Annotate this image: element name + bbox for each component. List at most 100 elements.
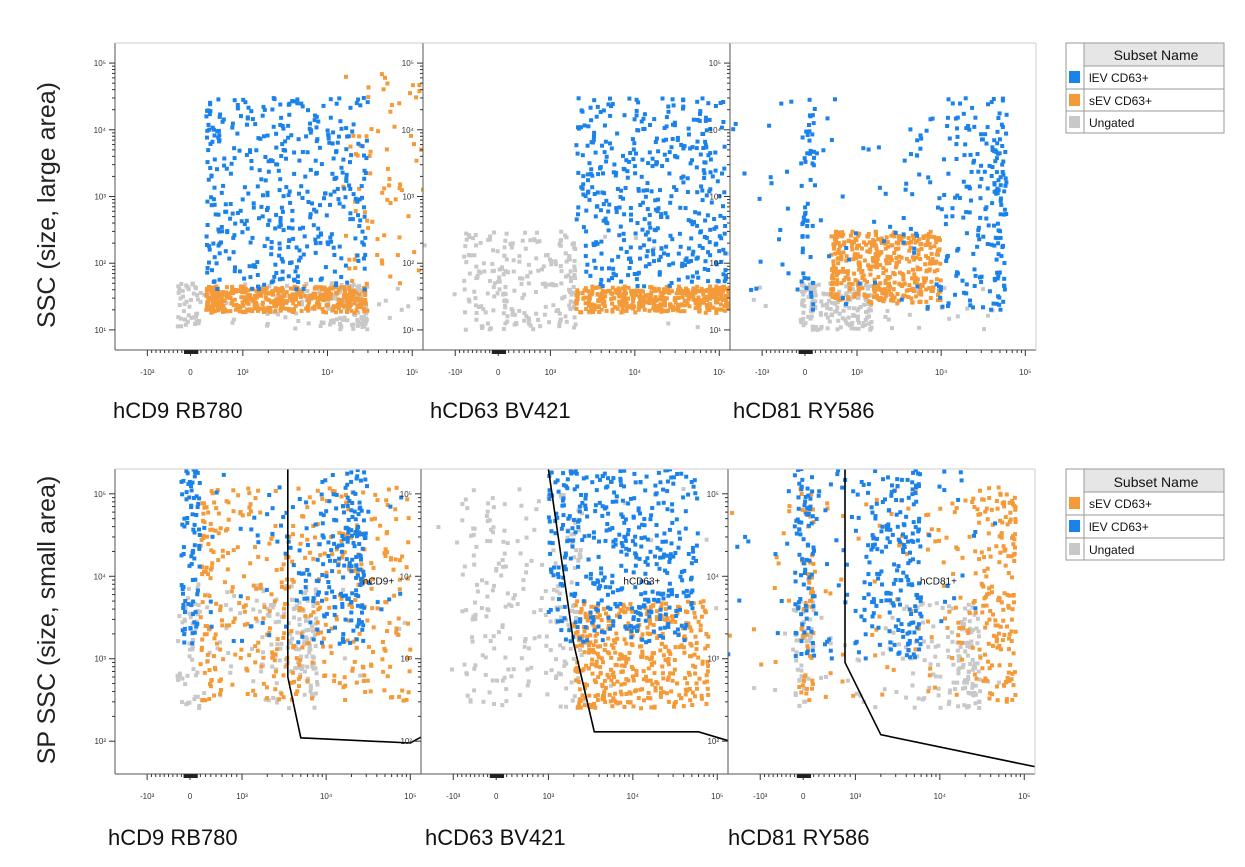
point-ungated: [463, 497, 468, 502]
point-sevcd63: [303, 614, 308, 619]
point-sevcd63: [417, 83, 422, 88]
point-levcd63: [230, 211, 235, 216]
point-sevcd63: [380, 190, 385, 195]
point-levcd63: [245, 226, 250, 231]
point-sevcd63: [221, 657, 226, 662]
point-ungated: [567, 254, 572, 258]
point-ungated: [553, 262, 558, 267]
point-ungated: [472, 562, 477, 567]
point-levcd63: [350, 533, 354, 538]
point-sevcd63: [436, 284, 440, 288]
point-levcd63: [652, 117, 657, 122]
point-sevcd63: [294, 656, 299, 661]
point-sevcd63: [216, 294, 221, 299]
point-sevcd63: [240, 290, 245, 295]
point-levcd63: [353, 517, 358, 522]
point-sevcd63: [296, 486, 301, 491]
point-sevcd63: [714, 284, 719, 289]
point-sevcd63: [363, 689, 368, 694]
point-sevcd63: [666, 699, 671, 704]
point-levcd63: [723, 268, 728, 273]
point-levcd63: [197, 546, 202, 551]
point-ungated: [292, 615, 296, 620]
point-levcd63: [207, 244, 212, 249]
point-levcd63: [287, 101, 292, 106]
point-levcd63: [1003, 183, 1008, 188]
point-ungated: [524, 570, 529, 575]
point-levcd63: [286, 193, 291, 198]
point-levcd63: [187, 495, 192, 500]
point-sevcd63: [681, 289, 685, 294]
point-levcd63: [840, 194, 845, 199]
point-sevcd63: [839, 281, 844, 286]
point-levcd63: [953, 292, 957, 297]
point-sevcd63: [741, 303, 745, 307]
point-ungated: [500, 703, 505, 708]
point-levcd63: [248, 275, 253, 280]
point-ungated: [524, 314, 529, 319]
point-levcd63: [957, 196, 962, 200]
point-ungated: [259, 669, 264, 674]
point-sevcd63: [836, 241, 841, 245]
point-ungated: [571, 290, 576, 295]
point-levcd63: [592, 130, 597, 135]
point-levcd63: [271, 124, 276, 129]
point-ungated: [501, 326, 506, 331]
point-sevcd63: [733, 290, 737, 294]
point-sevcd63: [406, 690, 411, 695]
point-ungated: [558, 494, 563, 499]
y-tick-label: 10⁴: [709, 126, 722, 135]
point-levcd63: [670, 237, 675, 242]
point-sevcd63: [866, 293, 871, 298]
point-sevcd63: [388, 664, 393, 669]
point-sevcd63: [574, 306, 579, 311]
point-sevcd63: [876, 275, 881, 279]
point-ungated: [177, 286, 182, 291]
point-levcd63: [315, 627, 320, 632]
point-ungated: [273, 620, 278, 625]
point-levcd63: [189, 484, 193, 488]
point-levcd63: [321, 562, 326, 567]
point-levcd63: [939, 207, 944, 212]
gate-boundary[interactable]: [286, 469, 436, 744]
point-sevcd63: [212, 308, 217, 313]
point-levcd63: [630, 137, 635, 142]
point-sevcd63: [654, 306, 659, 311]
point-sevcd63: [274, 304, 278, 309]
point-levcd63: [583, 243, 588, 248]
point-levcd63: [579, 125, 583, 130]
point-ungated: [462, 278, 467, 283]
point-levcd63: [690, 222, 695, 227]
point-levcd63: [967, 186, 972, 191]
point-ungated: [274, 681, 279, 686]
point-levcd63: [652, 227, 657, 232]
point-ungated: [265, 606, 270, 611]
point-sevcd63: [408, 647, 413, 652]
point-levcd63: [627, 266, 632, 270]
point-sevcd63: [245, 596, 250, 601]
point-levcd63: [362, 605, 366, 610]
point-levcd63: [444, 631, 448, 635]
point-sevcd63: [358, 305, 363, 310]
point-levcd63: [592, 192, 597, 196]
point-sevcd63: [231, 303, 236, 308]
point-levcd63: [319, 640, 324, 645]
point-sevcd63: [357, 134, 362, 139]
point-sevcd63: [340, 531, 345, 536]
point-sevcd63: [591, 643, 596, 648]
point-levcd63: [621, 153, 625, 158]
point-levcd63: [270, 107, 275, 112]
point-levcd63: [360, 546, 365, 551]
point-ungated: [251, 679, 256, 684]
point-sevcd63: [201, 519, 205, 523]
point-levcd63: [473, 171, 477, 175]
point-sevcd63: [224, 290, 229, 295]
point-levcd63: [336, 563, 341, 568]
point-sevcd63: [414, 95, 419, 100]
point-ungated: [522, 318, 527, 323]
point-levcd63: [298, 255, 303, 260]
point-sevcd63: [206, 510, 211, 515]
point-levcd63: [998, 235, 1003, 240]
point-ungated: [247, 327, 251, 331]
point-ungated: [207, 650, 212, 655]
